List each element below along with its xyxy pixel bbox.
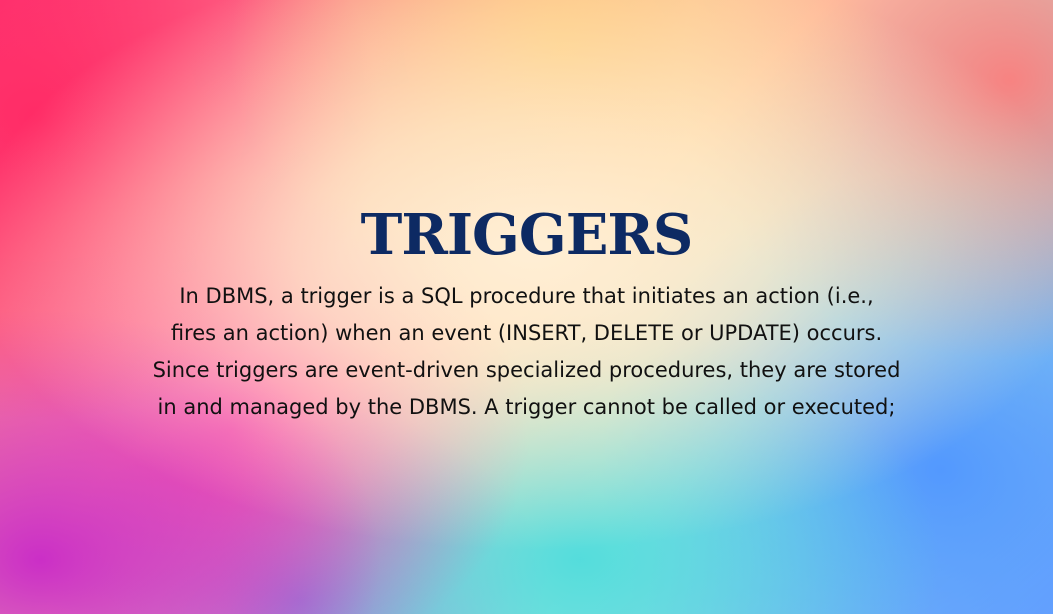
slide-body: In DBMS, a trigger is a SQL procedure th… [67, 278, 987, 426]
body-line-1: In DBMS, a trigger is a SQL procedure th… [179, 284, 874, 308]
body-line-3: Since triggers are event-driven speciali… [152, 358, 901, 382]
slide-title: TRIGGERS [360, 202, 694, 268]
slide-content: TRIGGERS In DBMS, a trigger is a SQL pro… [0, 200, 1053, 426]
body-line-2: fires an action) when an event (INSERT, … [170, 321, 883, 345]
body-line-4: in and managed by the DBMS. A trigger ca… [157, 395, 896, 419]
